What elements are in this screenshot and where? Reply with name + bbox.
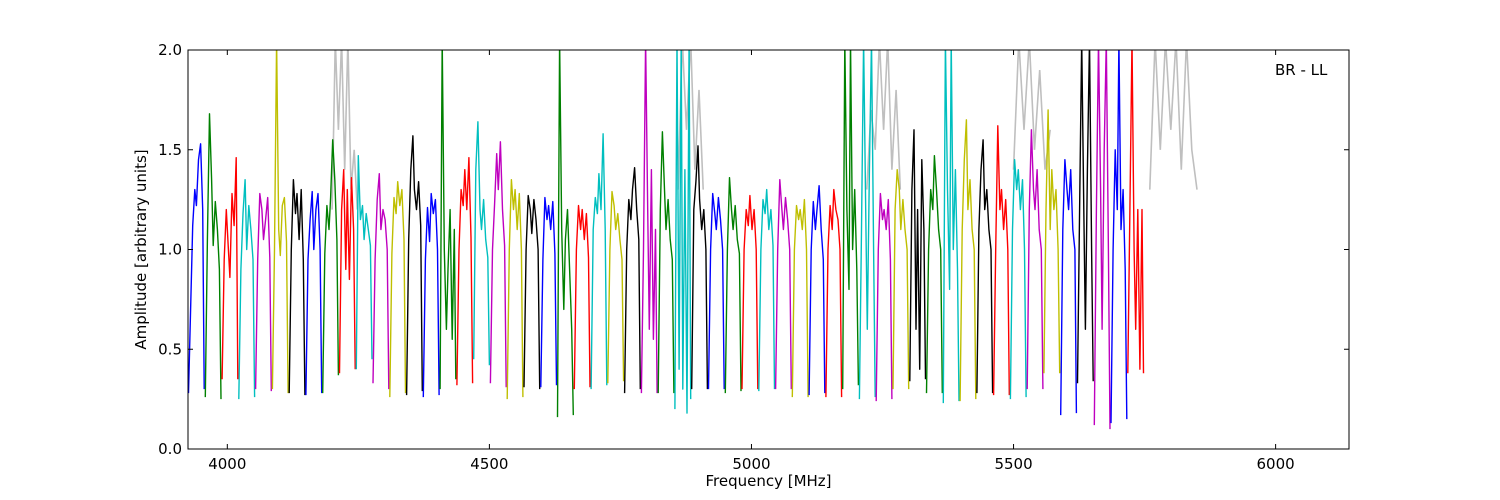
subband-series-21 <box>540 196 558 388</box>
subband-series-19 <box>506 178 524 400</box>
subband-series-42 <box>892 168 910 390</box>
baseline-annotation: BR - LL <box>1275 61 1328 79</box>
x-tick-label: 6000 <box>1257 455 1295 473</box>
subband-series-24 <box>590 133 608 390</box>
subband-series-34 <box>758 188 776 392</box>
subband-series-15 <box>439 50 457 390</box>
subband-series-26 <box>623 166 641 394</box>
subband-series-18 <box>489 141 507 388</box>
subband-series-32 <box>724 176 742 394</box>
x-axis-ticks: 4000 4500 5000 5500 6000 <box>208 50 1295 473</box>
subband-series-56 <box>1127 50 1145 374</box>
subband-series-48 <box>992 125 1010 396</box>
subband-series-47 <box>976 139 994 394</box>
subband-series-37 <box>808 184 826 396</box>
subband-series-41 <box>875 192 893 402</box>
subband-series-14 <box>422 192 440 398</box>
series-layer <box>188 50 1145 430</box>
plot-frame <box>187 49 1350 450</box>
subband-series-1 <box>204 113 222 400</box>
subband-series-9 <box>338 168 356 374</box>
subband-series-23 <box>573 204 591 390</box>
subband-series-25 <box>607 190 625 384</box>
subband-series-29 <box>674 50 692 414</box>
subband-series-17 <box>473 121 491 366</box>
subband-series-22 <box>556 50 574 418</box>
subband-series-38 <box>825 188 843 398</box>
subband-series-55 <box>1110 50 1128 424</box>
subband-series-8 <box>322 139 340 394</box>
subband-series-6 <box>288 178 306 396</box>
subband-series-0 <box>188 143 205 394</box>
subband-series-12 <box>389 180 407 398</box>
y-axis-ticks: 0.0 0.5 1.0 1.5 2.0 <box>158 41 1349 458</box>
subband-series-35 <box>774 178 792 390</box>
subband-series-10 <box>355 154 373 370</box>
subband-series-50 <box>1026 129 1044 390</box>
x-axis-label: Frequency [MHz] <box>705 472 831 490</box>
y-tick-label: 1.5 <box>158 141 182 159</box>
y-tick-label: 0.0 <box>158 440 182 458</box>
subband-series-11 <box>372 172 390 390</box>
background-series-4 <box>1149 50 1198 190</box>
x-tick-label: 5000 <box>732 455 770 473</box>
subband-series-7 <box>305 190 323 396</box>
y-tick-label: 2.0 <box>158 41 182 59</box>
subband-series-51 <box>1043 109 1061 374</box>
background-series-1 <box>677 50 704 190</box>
subband-series-53 <box>1076 50 1094 384</box>
subband-series-30 <box>691 145 709 390</box>
subband-series-3 <box>238 178 256 400</box>
subband-series-2 <box>221 156 239 380</box>
subband-series-16 <box>456 156 474 386</box>
subband-series-46 <box>959 119 977 402</box>
subband-series-49 <box>1009 158 1027 400</box>
x-tick-label: 4500 <box>470 455 508 473</box>
subband-series-52 <box>1059 158 1078 416</box>
subband-series-43 <box>909 129 927 382</box>
subband-series-33 <box>741 194 759 390</box>
subband-series-5 <box>271 50 289 394</box>
subband-series-20 <box>523 194 541 390</box>
subband-series-39 <box>842 50 860 390</box>
subband-series-28 <box>657 131 675 394</box>
subband-series-40 <box>858 50 876 400</box>
subband-series-13 <box>405 135 423 396</box>
subband-series-36 <box>791 198 809 398</box>
subband-series-45 <box>942 50 960 404</box>
background-series-3 <box>1012 50 1051 170</box>
subband-series-4 <box>254 192 272 392</box>
subband-series-27 <box>640 50 658 394</box>
x-tick-label: 4000 <box>208 455 246 473</box>
subband-series-31 <box>707 192 725 390</box>
background-series-layer <box>331 50 1198 210</box>
background-series-0 <box>331 50 359 210</box>
x-tick-label: 5500 <box>994 455 1032 473</box>
y-tick-label: 0.5 <box>158 340 182 358</box>
subband-series-54 <box>1093 50 1111 430</box>
y-axis-label: Amplitude [arbitrary units] <box>132 149 150 349</box>
y-tick-label: 1.0 <box>158 241 182 259</box>
subband-series-44 <box>925 154 943 394</box>
